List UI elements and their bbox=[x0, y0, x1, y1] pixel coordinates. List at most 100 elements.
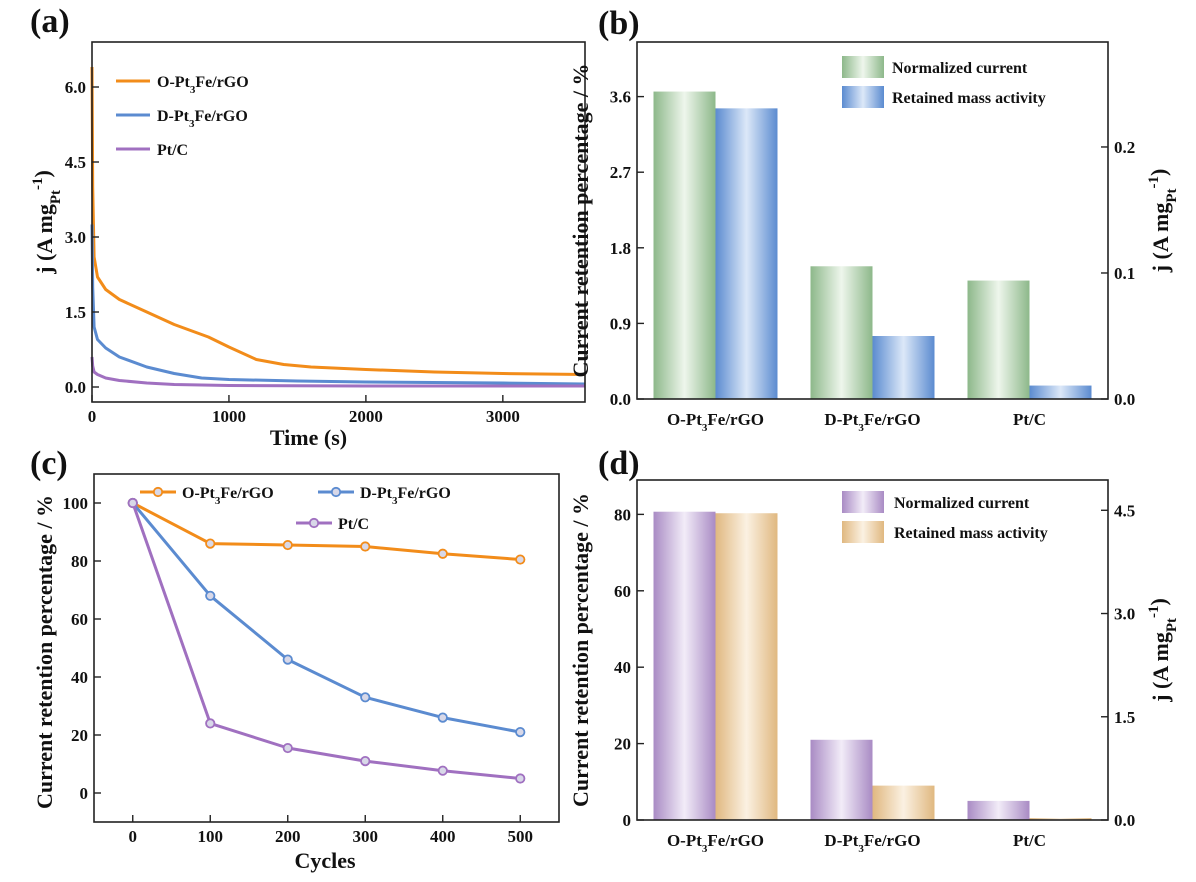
label-part: Fe/rGO bbox=[195, 74, 248, 91]
y-tick-label: 0 bbox=[623, 811, 632, 830]
plot-frame bbox=[93, 473, 560, 823]
bar-0-1 bbox=[810, 266, 873, 399]
x-axis-label: Cycles bbox=[294, 848, 356, 873]
y-tick-label: 3.0 bbox=[65, 228, 86, 247]
y-tick-label: 0 bbox=[80, 784, 89, 803]
label-part: ) bbox=[30, 170, 55, 177]
x-tick-label: 300 bbox=[353, 827, 379, 846]
label-part: O-Pt bbox=[182, 485, 216, 502]
legend-swatch bbox=[842, 56, 884, 78]
y-tick-label: 3.6 bbox=[610, 88, 631, 107]
label-part: Fe/rGO bbox=[194, 108, 247, 125]
label-part: -1 bbox=[30, 178, 46, 191]
bar-1-2 bbox=[1029, 385, 1092, 399]
data-point-2-4 bbox=[437, 765, 448, 776]
y-axis-label: Current retention percentage / % bbox=[568, 493, 593, 807]
bar-0-1 bbox=[810, 739, 873, 820]
y2-tick-label: 1.5 bbox=[1114, 708, 1135, 727]
y-axis-label: j (A mgPt-1) bbox=[30, 170, 64, 275]
series-line-1 bbox=[90, 224, 586, 386]
legend-label: Retained mass activity bbox=[894, 525, 1048, 542]
data-point-0-5 bbox=[515, 554, 526, 565]
label-part: Fe/rGO bbox=[707, 410, 764, 429]
legend-label: Pt/C bbox=[157, 142, 188, 159]
y-tick-label: 20 bbox=[71, 726, 88, 745]
legend-marker bbox=[330, 486, 342, 498]
legend-swatch bbox=[842, 491, 884, 513]
x-tick-label: 200 bbox=[275, 827, 301, 846]
bar-0-2 bbox=[967, 280, 1030, 399]
category-label: Pt/C bbox=[1013, 831, 1046, 850]
y-tick-label: 0.0 bbox=[610, 390, 631, 409]
y-tick-label: 2.7 bbox=[610, 163, 632, 182]
panel-label: (a) bbox=[30, 3, 70, 40]
bar-1-0 bbox=[715, 513, 778, 820]
data-point-1-5 bbox=[515, 726, 526, 738]
label-part: O-Pt bbox=[667, 410, 702, 429]
plot-frame bbox=[91, 41, 586, 403]
x-tick-label: 3000 bbox=[486, 407, 520, 426]
label-part: 3 bbox=[190, 84, 196, 96]
data-point-0-3 bbox=[360, 541, 371, 552]
data-point-1-2 bbox=[282, 654, 293, 665]
y2-tick-label: 4.5 bbox=[1114, 501, 1135, 520]
category-label: O-Pt3Fe/rGO bbox=[667, 410, 764, 434]
label-part: 3 bbox=[392, 495, 398, 507]
panel-label: (b) bbox=[598, 5, 640, 42]
label-part: j (A mg bbox=[1148, 632, 1173, 703]
panel-label: (d) bbox=[598, 445, 640, 482]
label-part: 3 bbox=[858, 422, 864, 434]
data-point-1-4 bbox=[437, 712, 448, 723]
label-part: Pt/C bbox=[157, 142, 188, 159]
y-tick-label: 80 bbox=[614, 505, 631, 524]
label-part: -1 bbox=[1146, 606, 1162, 619]
label-part: Pt/C bbox=[1013, 831, 1046, 850]
data-point-2-2 bbox=[282, 742, 293, 754]
y-tick-label: 4.5 bbox=[65, 153, 86, 172]
label-part: ) bbox=[1146, 598, 1171, 605]
legend-label: D-Pt3Fe/rGO bbox=[360, 485, 451, 507]
y2-tick-label: 0.0 bbox=[1114, 811, 1135, 830]
label-part: D-Pt bbox=[824, 410, 858, 429]
label-part: D-Pt bbox=[157, 108, 190, 125]
x-tick-label: 400 bbox=[430, 827, 456, 846]
label-part: Pt bbox=[1164, 618, 1180, 632]
y2-tick-label: 0.0 bbox=[1114, 390, 1135, 409]
data-point-1-1 bbox=[205, 590, 216, 601]
y2-tick-label: 0.1 bbox=[1114, 264, 1135, 283]
legend-marker bbox=[308, 517, 320, 529]
bar-0-0 bbox=[653, 91, 716, 399]
bar-0-0 bbox=[653, 511, 716, 820]
panel-b: O-Pt3Fe/rGO D-Pt3Fe/rGO Pt/C0.00.91.82.73.… bbox=[568, 5, 1180, 434]
legend-label: Retained mass activity bbox=[892, 90, 1046, 107]
label-part: 3 bbox=[858, 843, 864, 855]
y-tick-label: 40 bbox=[71, 668, 88, 687]
label-part: j (A mg bbox=[32, 204, 57, 275]
x-tick-label: 1000 bbox=[212, 407, 246, 426]
label-part: Pt bbox=[1164, 189, 1180, 203]
label-part: ) bbox=[1146, 169, 1171, 176]
legend-label: D-Pt3Fe/rGO bbox=[157, 108, 248, 130]
y-tick-label: 100 bbox=[63, 494, 89, 513]
data-point-2-0 bbox=[127, 497, 138, 509]
label-part: 3 bbox=[702, 422, 708, 434]
panel-c: 0 100 200 300 400 500 0 20 40 60 80 100 Cycles Curren… bbox=[30, 445, 560, 873]
data-point-2-3 bbox=[360, 755, 371, 767]
series-line-1 bbox=[131, 502, 521, 734]
y-tick-label: 1.8 bbox=[610, 239, 631, 258]
panel-a: 0 1000 2000 3000 0.0 1.5 3.0 4.5 6.0 Time (s) j (A… bbox=[30, 3, 586, 450]
legend-label: O-Pt3Fe/rGO bbox=[182, 485, 274, 507]
plot-frame bbox=[636, 41, 1109, 400]
series-line-2 bbox=[131, 502, 521, 780]
label-part: Pt/C bbox=[338, 516, 369, 533]
data-point-0-1 bbox=[205, 538, 216, 549]
label-part: -1 bbox=[1146, 176, 1162, 189]
x-tick-label: 2000 bbox=[349, 407, 383, 426]
data-point-0-4 bbox=[437, 548, 448, 559]
y2-tick-label: 3.0 bbox=[1114, 605, 1135, 624]
label-part: D-Pt bbox=[360, 485, 393, 502]
legend-swatch bbox=[842, 86, 884, 108]
label-part: 3 bbox=[702, 843, 708, 855]
label-part: Fe/rGO bbox=[707, 831, 764, 850]
